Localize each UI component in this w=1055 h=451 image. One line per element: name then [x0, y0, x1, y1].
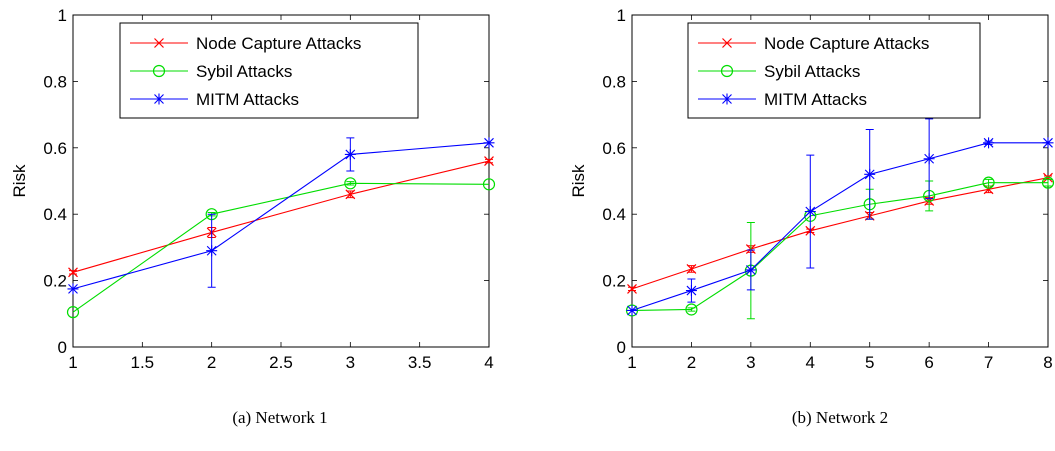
x-tick-label: 1.5 [131, 353, 155, 372]
data-point [66, 306, 80, 319]
legend-marker [154, 38, 164, 48]
y-tick-label: 0.8 [43, 72, 67, 91]
y-tick-label: 0.8 [602, 72, 626, 91]
data-point [345, 189, 356, 200]
data-point [626, 304, 638, 316]
y-tick-label: 0 [617, 338, 626, 357]
legend-label: Node Capture Attacks [764, 34, 929, 53]
y-tick-label: 0.6 [602, 139, 626, 158]
y-axis-label: Risk [569, 164, 588, 198]
data-point [483, 137, 495, 149]
y-axis-label: Risk [10, 164, 29, 198]
data-point [206, 245, 218, 257]
error-bar [1044, 178, 1052, 187]
legend-marker [720, 64, 734, 78]
data-point [344, 177, 357, 190]
legend-marker [153, 93, 165, 105]
series-line-x [631, 177, 1049, 290]
data-point [627, 283, 637, 294]
data-point [685, 303, 698, 316]
legend-marker [721, 93, 733, 105]
data-point [685, 285, 697, 297]
legend-label: Sybil Attacks [764, 62, 860, 81]
data-point [484, 156, 494, 167]
legend: Node Capture Attacks Sybil Attacks MITM At… [119, 22, 419, 119]
chart-network-2: 1 2 3 4 5 6 7 8 0 0.2 0.4 0.6 0.8 1 Risk Node Capture A… [569, 6, 1055, 427]
data-point [864, 168, 876, 180]
legend-marker [722, 38, 732, 48]
error-bar [984, 178, 993, 187]
series-line-* [631, 142, 1048, 312]
legend-label: MITM Attacks [764, 90, 867, 109]
series-line-o [72, 182, 490, 313]
y-tick-label: 0.2 [43, 272, 67, 291]
legend-label: MITM Attacks [196, 90, 299, 109]
chart-caption: (a) Network 1 [232, 408, 327, 427]
series-line-* [72, 142, 490, 290]
legend-marker [152, 64, 166, 78]
x-tick-label: 3 [346, 353, 355, 372]
y-tick-label: 0.4 [43, 205, 67, 224]
x-tick-label: 4 [484, 353, 493, 372]
data-point [482, 178, 496, 191]
legend-label: Node Capture Attacks [196, 34, 361, 53]
x-tick-label: 4 [806, 353, 815, 372]
legend: Node Capture Attacks Sybil Attacks MITM At… [687, 22, 981, 119]
series-line-o [631, 182, 1048, 312]
chart-network-1: 1 1.5 2 2.5 3 3.5 4 0 0.2 0.4 0.6 0.8 1 Risk Node Capt… [10, 6, 496, 427]
x-tick-label: 7 [984, 353, 993, 372]
x-tick-label: 2 [207, 353, 216, 372]
data-point [68, 267, 78, 278]
data-point [982, 176, 995, 189]
x-tick-label: 1 [68, 353, 77, 372]
error-bar [346, 181, 355, 186]
error-bar [687, 307, 696, 312]
data-point [1041, 176, 1055, 189]
data-point [983, 137, 995, 149]
x-tick-label: 2 [687, 353, 696, 372]
data-point [804, 206, 816, 218]
y-tick-label: 1 [58, 6, 67, 25]
data-point [686, 264, 697, 274]
legend-label: Sybil Attacks [196, 62, 292, 81]
y-tick-label: 0 [58, 338, 67, 357]
data-point [344, 148, 356, 160]
x-tick-label: 5 [865, 353, 874, 372]
x-tick-label: 3 [746, 353, 755, 372]
legend-box [687, 22, 981, 119]
y-tick-label: 0.2 [602, 272, 626, 291]
y-tick-label: 0.4 [602, 205, 626, 224]
series-line-x [72, 160, 490, 273]
x-tick-label: 2.5 [269, 353, 293, 372]
x-tick-label: 1 [627, 353, 636, 372]
x-tick-label: 6 [924, 353, 933, 372]
y-tick-label: 0.6 [43, 139, 67, 158]
data-point [67, 283, 79, 295]
y-tick-label: 1 [617, 6, 626, 25]
plot-area-frame [72, 14, 490, 348]
chart-caption: (b) Network 2 [792, 408, 888, 427]
data-point [745, 264, 757, 276]
data-point [923, 153, 935, 165]
data-point [1042, 137, 1054, 149]
x-tick-label: 3.5 [408, 353, 432, 372]
x-tick-label: 8 [1043, 353, 1052, 372]
